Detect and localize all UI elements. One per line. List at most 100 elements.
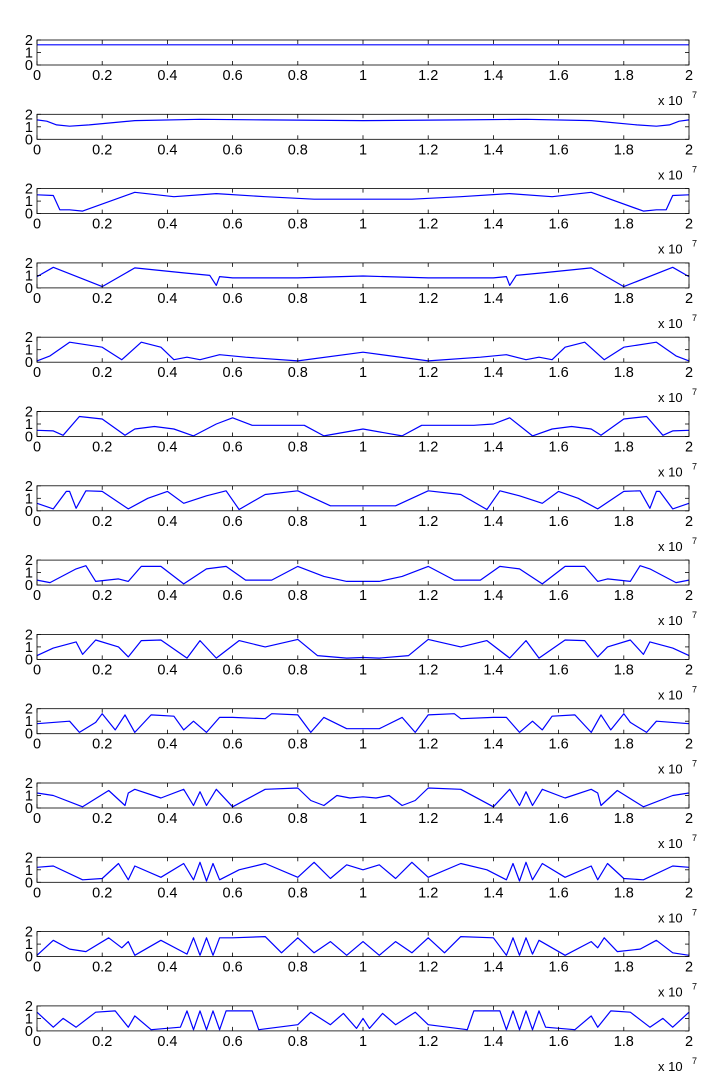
x-tick-label: 0.8 (288, 811, 308, 827)
x-tick-label: 0.4 (157, 217, 177, 233)
x-exponent-label: x 10 (658, 316, 683, 331)
x-exponent-power: 7 (692, 239, 697, 249)
x-tick-label: 1.6 (549, 885, 569, 901)
x-tick-label: 1.8 (614, 68, 634, 84)
y-tick-label: 0 (25, 281, 33, 297)
y-tick-label: 2 (25, 553, 33, 569)
x-tick-label: 1.6 (549, 1034, 569, 1050)
x-tick-label: 1.2 (418, 440, 438, 456)
x-tick-label: 0.8 (288, 217, 308, 233)
x-tick-label: 0.2 (92, 440, 112, 456)
y-tick-label: 2 (25, 702, 33, 718)
x-tick-label: 0.4 (157, 514, 177, 530)
x-tick-label: 1.4 (483, 365, 503, 381)
x-tick-label: 2 (685, 217, 693, 233)
x-tick-label: 1 (359, 440, 367, 456)
x-tick-label: 0.6 (223, 885, 243, 901)
x-tick-label: 0.6 (223, 68, 243, 84)
x-exponent-label: x 10 (658, 242, 683, 257)
x-tick-label: 1.6 (549, 365, 569, 381)
y-tick-label: 1 (25, 863, 33, 879)
x-tick-label: 0 (33, 365, 41, 381)
x-tick-label: 1 (359, 291, 367, 307)
x-tick-label: 1 (359, 737, 367, 753)
y-tick-label: 1 (25, 417, 33, 433)
x-tick-label: 0.4 (157, 960, 177, 976)
y-tick-label: 0 (25, 652, 33, 668)
x-tick-label: 0 (33, 68, 41, 84)
x-tick-label: 0.6 (223, 440, 243, 456)
x-exponent-label: x 10 (658, 167, 683, 182)
x-tick-label: 0.6 (223, 1034, 243, 1050)
x-exponent-label: x 10 (658, 687, 683, 702)
x-exponent-power: 7 (692, 759, 697, 769)
y-tick-label: 2 (25, 33, 33, 49)
x-tick-label: 1 (359, 662, 367, 678)
series-line (36, 415, 690, 437)
x-exponent-power: 7 (692, 536, 697, 546)
y-tick-label: 1 (25, 640, 33, 656)
x-exponent-power: 7 (692, 164, 697, 174)
x-tick-label: 0.2 (92, 217, 112, 233)
series-line (36, 490, 690, 511)
y-tick-label: 2 (25, 627, 33, 643)
y-tick-label: 1 (25, 194, 33, 210)
x-exponent-power: 7 (692, 982, 697, 992)
y-tick-label: 0 (25, 801, 33, 817)
x-exponent-label: x 10 (658, 985, 683, 1000)
x-tick-label: 1.2 (418, 737, 438, 753)
x-tick-label: 0.6 (223, 514, 243, 530)
x-tick-label: 1.8 (614, 737, 634, 753)
x-tick-label: 1.8 (614, 1034, 634, 1050)
x-tick-label: 0.2 (92, 811, 112, 827)
y-tick-label: 2 (25, 925, 33, 941)
y-tick-label: 0 (25, 355, 33, 371)
x-tick-label: 0.8 (288, 365, 308, 381)
x-tick-label: 0.2 (92, 1034, 112, 1050)
y-tick-label: 1 (25, 1011, 33, 1027)
y-tick-label: 2 (25, 479, 33, 495)
x-tick-label: 0.6 (223, 217, 243, 233)
series-line (36, 713, 690, 734)
y-tick-label: 2 (25, 107, 33, 123)
x-tick-label: 1.6 (549, 68, 569, 84)
x-tick-label: 0 (33, 737, 41, 753)
x-tick-label: 1.2 (418, 960, 438, 976)
x-tick-label: 1.4 (483, 737, 503, 753)
x-tick-label: 2 (685, 662, 693, 678)
x-tick-label: 0.4 (157, 365, 177, 381)
x-tick-label: 0.8 (288, 588, 308, 604)
x-tick-label: 1.4 (483, 588, 503, 604)
x-tick-label: 0.8 (288, 68, 308, 84)
y-tick-label: 0 (25, 58, 33, 74)
y-tick-label: 2 (25, 256, 33, 272)
x-tick-label: 1.2 (418, 142, 438, 158)
x-tick-label: 2 (685, 960, 693, 976)
x-tick-label: 2 (685, 885, 693, 901)
x-tick-label: 1.8 (614, 291, 634, 307)
x-tick-label: 0.6 (223, 960, 243, 976)
x-exponent-label: x 10 (658, 93, 683, 108)
x-tick-label: 0 (33, 885, 41, 901)
x-tick-label: 1.2 (418, 217, 438, 233)
x-tick-label: 0 (33, 440, 41, 456)
y-tick-label: 2 (25, 999, 33, 1015)
x-tick-label: 2 (685, 365, 693, 381)
x-tick-label: 1 (359, 68, 367, 84)
x-tick-label: 0.8 (288, 960, 308, 976)
series-line (36, 1010, 690, 1031)
x-tick-label: 1 (359, 142, 367, 158)
y-tick-label: 1 (25, 268, 33, 284)
x-tick-label: 2 (685, 291, 693, 307)
x-tick-label: 1.4 (483, 811, 503, 827)
series-line (36, 861, 690, 882)
x-exponent-power: 7 (692, 907, 697, 917)
x-exponent-power: 7 (692, 462, 697, 472)
x-tick-label: 1.2 (418, 588, 438, 604)
